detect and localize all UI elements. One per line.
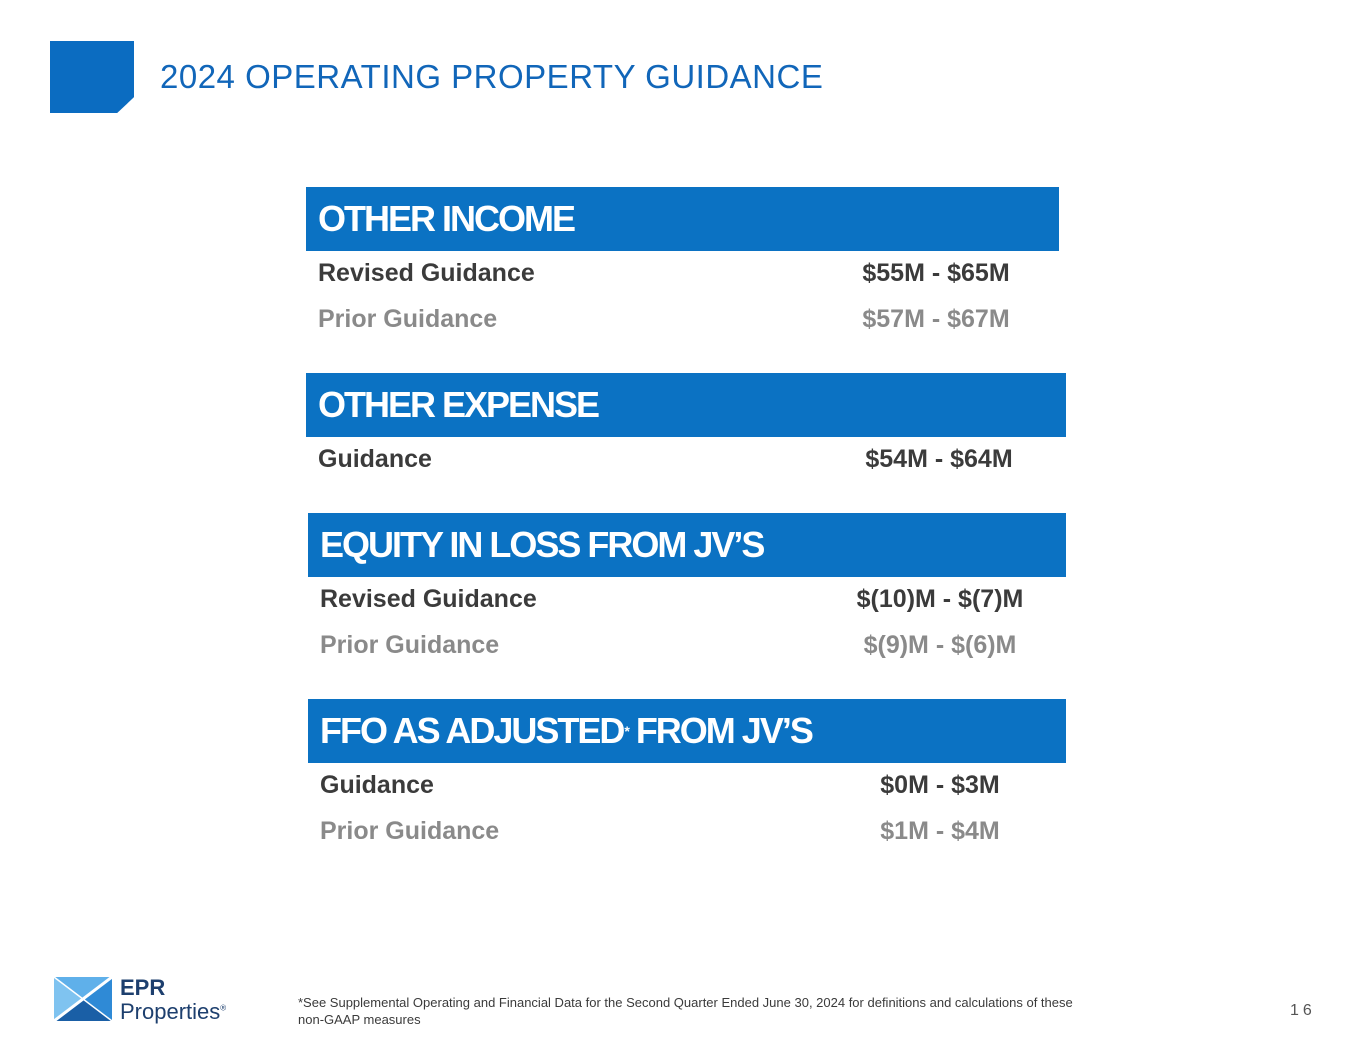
epr-properties-logo: EPR Properties® [54, 975, 254, 1027]
equity-in-loss-header: EQUITY IN LOSS FROM JV’S [308, 513, 1066, 577]
guidance-row: Revised Guidance $(10)M - $(7)M [308, 577, 1066, 623]
header-main-text: FFO AS ADJUSTED [320, 710, 625, 751]
row-label: Prior Guidance [320, 631, 500, 659]
corner-accent-block [50, 41, 134, 113]
guidance-row: Prior Guidance $1M - $4M [308, 809, 1066, 855]
row-label: Guidance [318, 445, 432, 473]
logo-text-epr: EPR [120, 975, 166, 1000]
guidance-row: Prior Guidance $(9)M - $(6)M [308, 623, 1066, 669]
row-label: Prior Guidance [318, 305, 498, 333]
row-value: $57M - $67M [862, 305, 1010, 333]
logo-text-properties-word: Properties [120, 999, 221, 1024]
row-label: Prior Guidance [320, 817, 500, 845]
other-expense-section: OTHER EXPENSE Guidance $54M - $64M [306, 373, 1066, 483]
guidance-row: Guidance $54M - $64M [306, 437, 1066, 483]
ffo-as-adjusted-section: FFO AS ADJUSTED * FROM JV’S Guidance $0M … [308, 699, 1066, 855]
row-value: $(10)M - $(7)M [856, 585, 1024, 613]
logo-text-properties: Properties® [120, 999, 226, 1025]
row-label: Revised Guidance [320, 585, 537, 613]
row-label: Revised Guidance [318, 259, 535, 287]
page-title: 2024 OPERATING PROPERTY GUIDANCE [160, 58, 824, 95]
header-tail-text: FROM JV’S [627, 710, 814, 751]
row-value: $1M - $4M [880, 817, 1000, 845]
registered-mark: ® [220, 1003, 227, 1013]
other-income-section: OTHER INCOME Revised Guidance $55M - $65… [306, 187, 1059, 343]
row-value: $55M - $65M [862, 259, 1010, 287]
page-number: 16 [1290, 1002, 1316, 1019]
ffo-as-adjusted-header: FFO AS ADJUSTED * FROM JV’S [308, 699, 1066, 763]
row-value: $(9)M - $(6)M [863, 631, 1017, 659]
equity-in-loss-section: EQUITY IN LOSS FROM JV’S Revised Guidanc… [308, 513, 1066, 669]
guidance-row: Prior Guidance $57M - $67M [306, 297, 1059, 343]
row-value: $0M - $3M [880, 771, 1000, 799]
other-expense-header: OTHER EXPENSE [306, 373, 1066, 437]
footnote-marker: * [624, 723, 630, 739]
logo-mark-icon [54, 977, 112, 1021]
row-value: $54M - $64M [865, 445, 1013, 473]
footnote: *See Supplemental Operating and Financia… [298, 995, 1073, 1027]
guidance-row: Guidance $0M - $3M [308, 763, 1066, 809]
other-income-header: OTHER INCOME [306, 187, 1059, 251]
guidance-row: Revised Guidance $55M - $65M [306, 251, 1059, 297]
row-label: Guidance [320, 771, 434, 799]
